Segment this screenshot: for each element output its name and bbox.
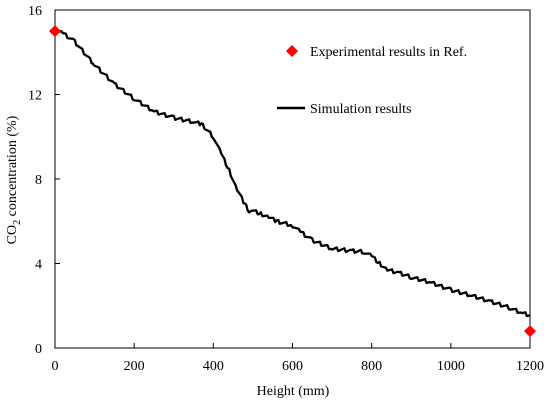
legend-label-experimental: Experimental results in Ref. xyxy=(310,45,467,60)
tick-marks xyxy=(54,9,531,349)
series-layer xyxy=(49,25,536,338)
y-tick-label: 16 xyxy=(28,4,42,19)
x-tick-label: 800 xyxy=(361,359,382,374)
y-tick-label: 0 xyxy=(35,342,42,357)
y-tick-label: 4 xyxy=(35,258,42,273)
y-tick-label: 12 xyxy=(28,89,42,104)
y-tick-label: 8 xyxy=(35,173,42,188)
legend: Experimental results in Ref. Simulation … xyxy=(277,45,467,117)
x-tick-label: 600 xyxy=(282,359,303,374)
y-axis-title-subscript: 2 xyxy=(12,220,23,225)
y-axis-title: CO2 concentration (%) xyxy=(5,115,23,244)
tick-labels: 0 200 400 600 800 1000 1200 0 4 8 12 16 xyxy=(28,4,544,374)
y-axis-title-suffix: concentration (%) xyxy=(5,115,20,220)
simulation-line xyxy=(54,29,531,318)
plot-frame xyxy=(54,9,531,349)
experimental-point xyxy=(524,325,536,338)
x-tick-label: 0 xyxy=(52,359,59,374)
x-tick-label: 400 xyxy=(203,359,224,374)
legend-marker-experimental xyxy=(286,45,298,57)
x-tick-label: 1200 xyxy=(516,359,544,374)
axes xyxy=(54,9,531,349)
x-tick-label: 200 xyxy=(124,359,145,374)
x-tick-label: 1000 xyxy=(437,359,465,374)
legend-label-simulation: Simulation results xyxy=(310,102,412,117)
x-axis-title: Height (mm) xyxy=(257,384,330,399)
experimental-point xyxy=(49,25,61,38)
y-axis-title-prefix: CO xyxy=(5,225,20,244)
